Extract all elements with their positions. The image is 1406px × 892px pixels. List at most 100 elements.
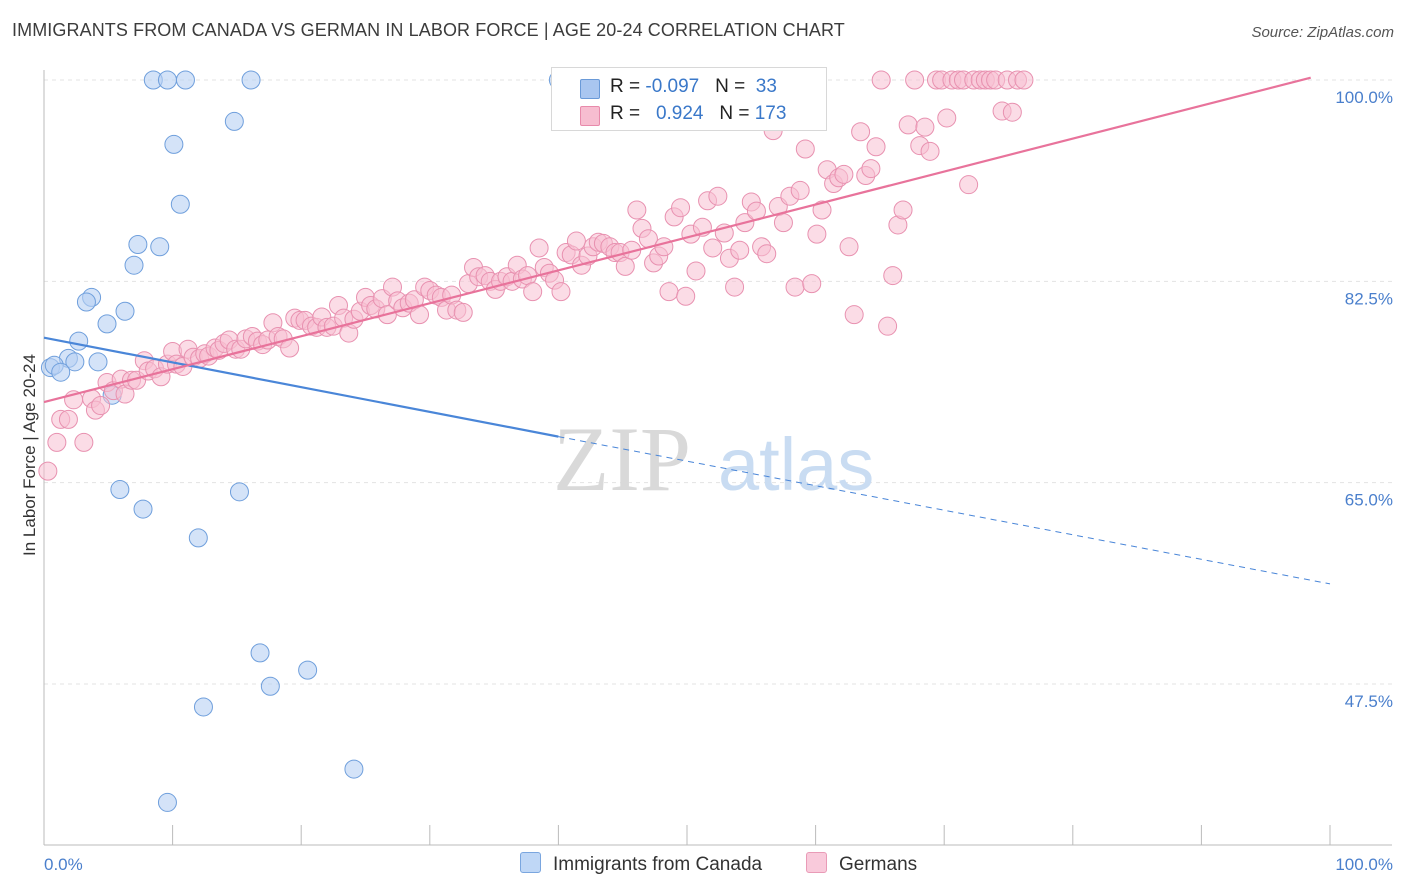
- correlation-legend: R = -0.097 N = 33 R = 0.924 N = 173: [551, 67, 827, 131]
- legend-label-germans: Germans: [839, 854, 918, 875]
- r-label: R =: [610, 76, 646, 97]
- germans-point: [671, 198, 691, 218]
- germans-point: [802, 274, 822, 294]
- germans-point: [676, 286, 696, 306]
- germans-point: [453, 302, 473, 322]
- legend-row-germans: R = 0.924 N = 173: [552, 101, 826, 129]
- canada-point: [170, 194, 190, 214]
- germans-point: [920, 141, 940, 161]
- y-tick-label: 100.0%: [1335, 88, 1393, 107]
- germans-point: [529, 238, 549, 258]
- germans-point: [47, 432, 67, 452]
- canada-point: [175, 70, 195, 90]
- n-label: N =: [715, 76, 751, 97]
- y-tick-label: 47.5%: [1345, 692, 1393, 711]
- canada-point: [344, 759, 364, 779]
- germans-point: [38, 461, 58, 481]
- canada-point: [250, 643, 270, 663]
- germans-point: [686, 261, 706, 281]
- germans-point: [959, 175, 979, 195]
- germans-point: [861, 159, 881, 179]
- r-value-canada: -0.097: [645, 76, 700, 97]
- germans-point: [785, 277, 805, 297]
- legend-swatch-canada: [580, 79, 600, 99]
- y-tick-label: 65.0%: [1345, 491, 1393, 510]
- canada-point: [133, 499, 153, 519]
- watermark-zip: ZIP: [553, 408, 691, 510]
- canada-point: [157, 792, 177, 812]
- legend-marker-canada: [520, 852, 541, 873]
- canada-point: [188, 528, 208, 548]
- canada-point: [97, 314, 117, 334]
- germans-point: [883, 266, 903, 286]
- canada-trend-line: [43, 336, 559, 438]
- n-value-germans: 173: [754, 103, 787, 124]
- germans-point: [757, 244, 777, 264]
- tick-labels: 100.0% 82.5% 65.0% 47.5% 0.0% 100.0%: [44, 88, 1393, 874]
- watermark: ZIP atlas: [553, 408, 874, 510]
- canada-point: [128, 235, 148, 255]
- canada-point: [229, 482, 249, 502]
- germans-point: [725, 277, 745, 297]
- y-tick-label: 82.5%: [1345, 289, 1393, 308]
- germans-point: [654, 237, 674, 257]
- germans-point: [915, 117, 935, 137]
- n-value-canada: 33: [755, 76, 777, 97]
- series-canada-points: [40, 70, 568, 812]
- germans-point: [834, 164, 854, 184]
- germans-point: [566, 231, 586, 251]
- n-label: N =: [719, 103, 755, 124]
- germans-trend-line: [43, 76, 1311, 404]
- legend-item-canada[interactable]: Immigrants from Canada: [520, 852, 762, 876]
- trend-lines: [43, 76, 1331, 585]
- canada-point: [124, 255, 144, 275]
- canada-point: [110, 480, 130, 500]
- germans-point: [615, 256, 635, 276]
- germans-point: [866, 137, 886, 157]
- canada-point: [260, 676, 280, 696]
- germans-point: [839, 237, 859, 257]
- germans-point: [905, 70, 925, 90]
- legend-text-germans: R = 0.924 N = 173: [610, 103, 786, 125]
- germans-point: [871, 70, 891, 90]
- canada-point: [157, 70, 177, 90]
- canada-point: [241, 70, 261, 90]
- canada-point: [65, 352, 85, 372]
- legend-marker-germans: [806, 852, 827, 873]
- canada-point: [298, 660, 318, 680]
- germans-point: [58, 409, 78, 429]
- legend-text-canada: R = -0.097 N = 33: [610, 76, 777, 98]
- legend-row-canada: R = -0.097 N = 33: [552, 74, 826, 102]
- germans-point: [551, 282, 571, 302]
- canada-point: [69, 331, 89, 351]
- germans-point: [807, 224, 827, 244]
- canada-point: [224, 111, 244, 131]
- series-germans-points: [38, 70, 1034, 481]
- germans-point: [898, 115, 918, 135]
- x-tick-label: 0.0%: [44, 855, 83, 874]
- grid-lines: [44, 79, 1392, 685]
- canada-point: [164, 134, 184, 154]
- canada-point: [51, 362, 71, 382]
- legend-swatch-germans: [580, 106, 600, 126]
- germans-point: [795, 139, 815, 159]
- germans-point: [773, 213, 793, 233]
- germans-point: [627, 200, 647, 220]
- watermark-atlas: atlas: [718, 423, 874, 506]
- r-label: R =: [610, 103, 646, 124]
- germans-point: [708, 186, 728, 206]
- germans-point: [812, 200, 832, 220]
- germans-point: [893, 200, 913, 220]
- germans-point: [878, 316, 898, 336]
- germans-point: [74, 432, 94, 452]
- germans-point: [659, 282, 679, 302]
- canada-point: [88, 352, 108, 372]
- legend-item-germans[interactable]: Germans: [806, 852, 917, 876]
- germans-point: [730, 240, 750, 260]
- legend-label-canada: Immigrants from Canada: [553, 854, 763, 875]
- canada-point: [76, 292, 96, 312]
- y-axis-label: In Labor Force | Age 20-24: [20, 354, 39, 556]
- germans-point: [844, 305, 864, 325]
- source-label: Source: ZipAtlas.com: [1251, 24, 1394, 41]
